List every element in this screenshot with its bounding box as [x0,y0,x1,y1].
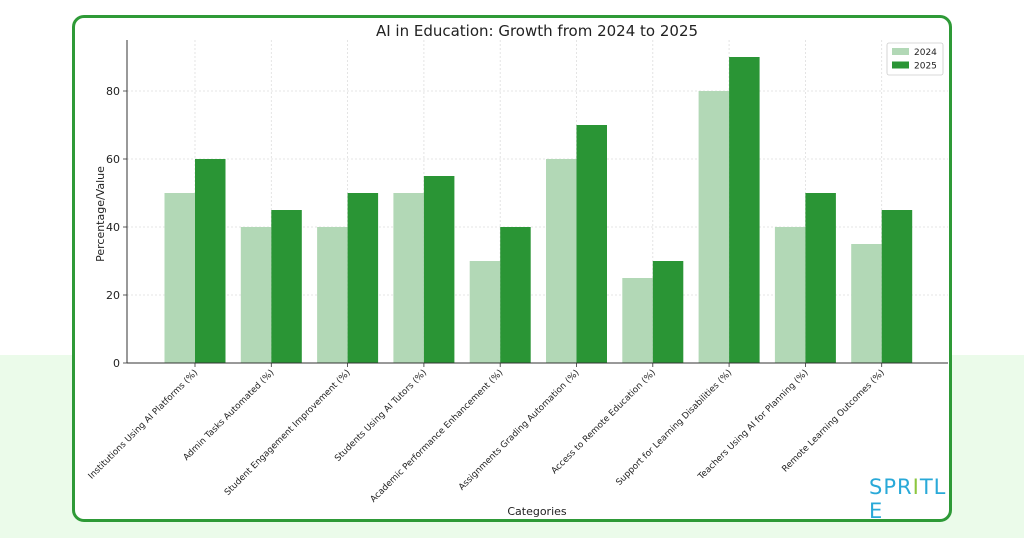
y-tick-label: 60 [106,153,120,166]
bar-2025 [347,193,379,363]
bar-2025 [576,125,607,363]
y-tick-label: 40 [106,221,120,234]
x-tick-label: Academic Performance Enhancement (%) [369,368,506,505]
logo-letter: E [869,499,884,522]
logo-letter: L [933,475,947,499]
bar-2024 [698,91,730,363]
bar-2024 [774,227,806,363]
logo-letter: T [919,475,934,499]
logo-letter: R [897,475,913,499]
bar-2024 [851,244,882,363]
bar-2024 [317,227,348,363]
bars [164,57,913,363]
bar-2025 [423,176,455,363]
x-tick-label: Institutions Using AI Platforms (%) [87,368,200,481]
x-tick-label: Assignments Grading Automation (%) [457,368,582,493]
bar-2025 [805,193,836,363]
bar-2024 [546,159,577,363]
chart: AI in Education: Growth from 2024 to 202… [87,22,948,518]
logo-letter: S [869,475,884,499]
y-axis-label: Percentage/Value [94,166,107,262]
x-tick-label: Student Engagement Improvement (%) [223,368,353,498]
legend-label: 2024 [914,48,937,58]
legend: 2024 2025 [886,42,944,76]
sprite-logo: SPRITL E [869,475,949,522]
axes [123,40,948,367]
bar-2024 [164,193,195,363]
bar-2024 [622,278,653,363]
legend-swatch-2025 [892,61,909,69]
legend-label: 2025 [914,62,937,72]
bar-2024 [240,227,272,363]
chart-title: AI in Education: Growth from 2024 to 202… [376,22,698,40]
logo-letter: P [883,475,898,499]
bar-2024 [469,261,501,363]
bar-2025 [729,57,760,363]
bar-2025 [195,159,226,363]
bar-2025 [881,210,913,363]
y-tick-label: 0 [113,357,120,370]
x-tick-label: Students Using AI Tutors (%) [333,368,429,464]
bar-2025 [652,261,684,363]
x-tick-label: Admin Tasks Automated (%) [182,368,277,463]
y-tick-label: 20 [106,289,120,302]
chart-card: AI in Education: Growth from 2024 to 202… [72,15,952,522]
x-axis-label: Categories [507,505,567,518]
bar-2024 [393,193,424,363]
legend-swatch-2024 [892,48,909,55]
bar-2025 [271,210,302,363]
logo-letter: I [912,475,920,499]
bar-2025 [500,227,531,363]
y-tick-label: 80 [106,85,120,98]
